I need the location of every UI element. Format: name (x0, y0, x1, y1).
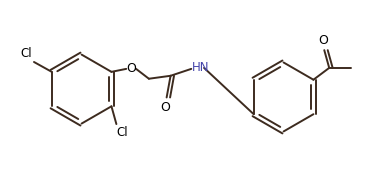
Text: O: O (161, 101, 171, 114)
Text: O: O (126, 62, 136, 75)
Text: O: O (318, 34, 328, 47)
Text: Cl: Cl (117, 126, 128, 139)
Text: Cl: Cl (20, 47, 32, 60)
Text: HN: HN (192, 61, 210, 74)
